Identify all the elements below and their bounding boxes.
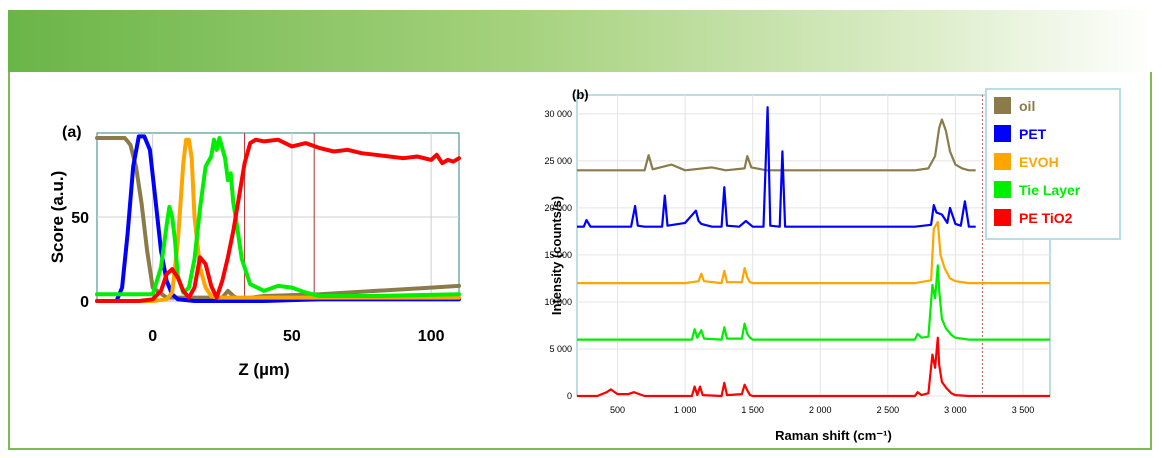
panel-label-a: (a)	[62, 124, 82, 141]
series-line-a-3	[95, 136, 461, 298]
legend-label: Tie Layer	[1019, 182, 1081, 198]
header-banner	[8, 10, 1154, 72]
legend-swatch	[994, 181, 1011, 198]
x-tick-label-a: 50	[283, 328, 301, 345]
y-axis-label-b: Intensity (counts/s)	[549, 196, 564, 315]
figure-frame	[8, 72, 1152, 450]
legend-swatch	[994, 125, 1011, 142]
x-tick-label-b: 1 500	[741, 405, 764, 415]
legend-label: PE TiO2	[1019, 210, 1073, 226]
x-tick-label-b: 500	[610, 405, 625, 415]
y-tick-label-b: 10 000	[544, 297, 572, 307]
legend-label: PET	[1019, 126, 1047, 142]
series-line-a-4	[95, 137, 461, 303]
series-line-a-1	[95, 134, 461, 303]
x-axis-label-a: Z (µm)	[238, 360, 289, 379]
x-tick-label-b: 1 000	[674, 405, 697, 415]
series-line-b-3	[577, 264, 1050, 341]
y-axis-label-a: Score (a.u.)	[48, 171, 67, 264]
series-line-b-1	[577, 106, 976, 228]
legend-label: EVOH	[1019, 154, 1059, 170]
y-tick-label-b: 20 000	[544, 203, 572, 213]
y-tick-label-b: 30 000	[544, 109, 572, 119]
x-tick-label-b: 2 500	[877, 405, 900, 415]
legend-swatch	[994, 209, 1011, 226]
x-tick-label-b: 3 500	[1012, 405, 1035, 415]
series-line-a-2	[95, 137, 461, 303]
y-tick-label-b: 25 000	[544, 156, 572, 166]
y-tick-label-b: 0	[567, 391, 572, 401]
legend-swatch	[994, 97, 1011, 114]
y-tick-label-a: 0	[80, 294, 89, 311]
x-tick-label-b: 2 000	[809, 405, 832, 415]
plot-area-b	[576, 94, 1051, 397]
legend-label: oil	[1019, 98, 1035, 114]
y-tick-label-a: 50	[71, 210, 89, 227]
legend-swatch	[994, 153, 1011, 170]
y-tick-label-b: 5 000	[549, 344, 572, 354]
panel-label-b: (b)	[572, 87, 589, 102]
x-tick-label-a: 100	[418, 328, 445, 345]
series-line-b-4	[577, 336, 1050, 398]
x-axis-label-b: Raman shift (cm⁻¹)	[775, 428, 892, 443]
y-tick-label-b: 15 000	[544, 250, 572, 260]
x-tick-label-a: 0	[148, 328, 157, 345]
series-line-b-2	[577, 220, 1050, 285]
x-tick-label-b: 3 000	[944, 405, 967, 415]
